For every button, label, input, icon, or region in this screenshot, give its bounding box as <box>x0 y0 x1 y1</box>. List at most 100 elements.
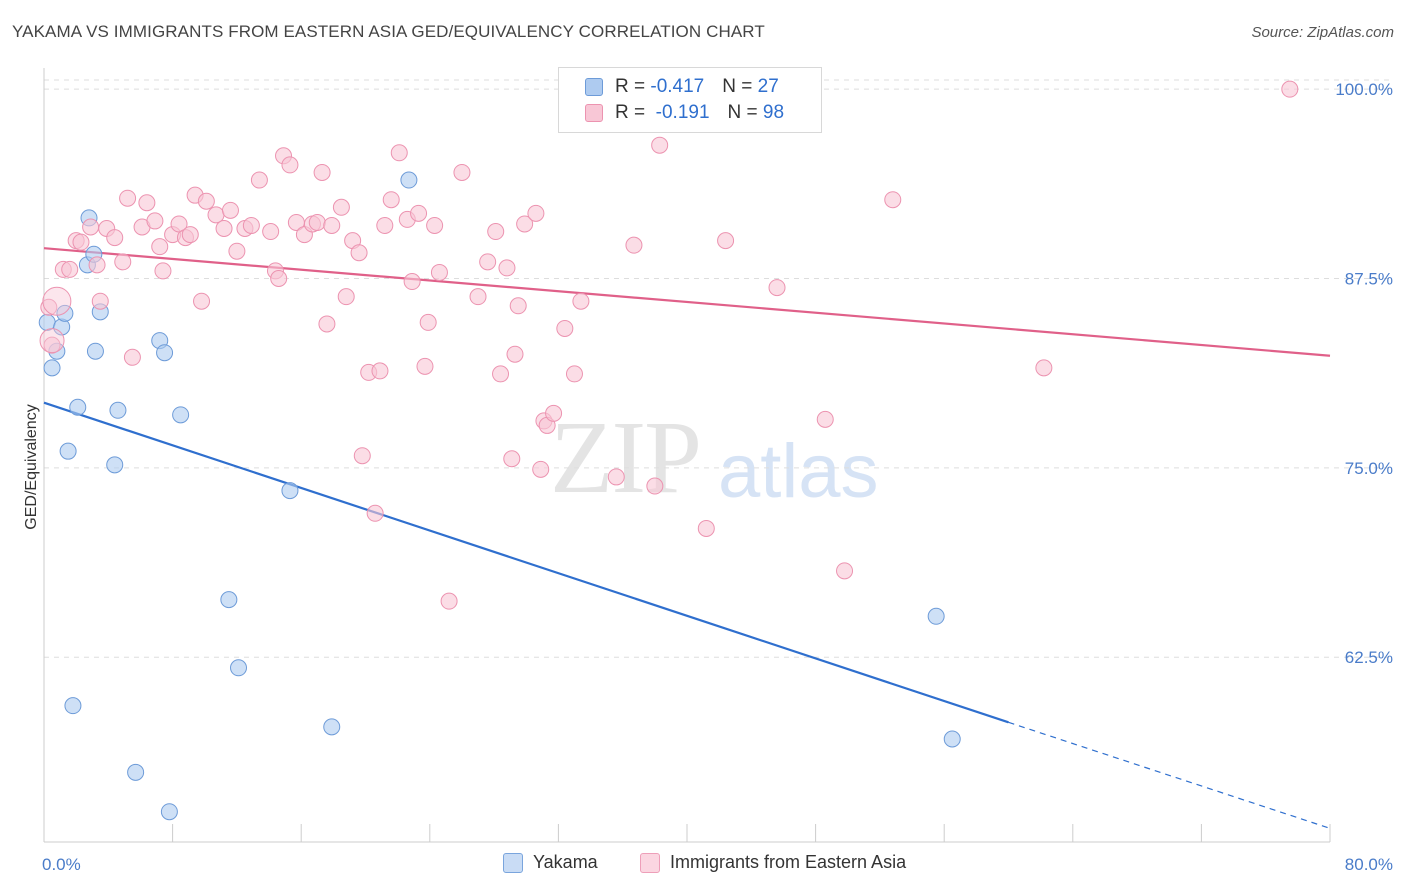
legend-r-label: R = <box>615 76 651 97</box>
legend-n-label: N = <box>722 76 758 97</box>
eastern-asia-point <box>197 192 215 210</box>
eastern-asia-point <box>556 319 574 337</box>
watermark-atlas: atlas <box>718 429 879 514</box>
yakama-point <box>43 359 61 377</box>
eastern-asia-point <box>181 226 199 244</box>
eastern-asia-point <box>193 292 211 310</box>
legend-swatch-pink <box>585 104 603 122</box>
eastern-asia-point <box>527 204 545 222</box>
eastern-asia-point <box>106 229 124 247</box>
y-tick-label: 87.5% <box>1345 269 1393 288</box>
data-points <box>38 80 1299 821</box>
eastern-asia-point <box>768 279 786 297</box>
eastern-asia-point <box>419 313 437 331</box>
eastern-asia-point <box>72 233 90 251</box>
eastern-asia-point <box>492 365 510 383</box>
tick-labels: 100.0% 87.5% 75.0% 62.5% 0.0% 80.0% <box>42 80 1393 874</box>
eastern-asia-point <box>403 273 421 291</box>
legend-r-label: R = <box>615 102 651 123</box>
eastern-asia-point <box>430 263 448 281</box>
eastern-asia-point <box>565 365 583 383</box>
legend-swatch-blue <box>585 78 603 96</box>
eastern-asia-point <box>607 468 625 486</box>
trend-lines <box>43 247 1331 829</box>
eastern-asia-point <box>332 198 350 216</box>
eastern-asia-point <box>382 191 400 209</box>
eastern-asia-point <box>250 171 268 189</box>
yakama-point <box>323 718 341 736</box>
source-label: Source: ZipAtlas.com <box>1251 24 1394 41</box>
eastern-asia-point <box>498 259 516 277</box>
eastern-asia-point <box>376 216 394 234</box>
watermark-zip: ZIP <box>550 400 702 515</box>
yakama-point <box>160 803 178 821</box>
eastern-asia-point <box>262 223 280 241</box>
yakama-point <box>59 442 77 460</box>
eastern-asia-point <box>88 256 106 274</box>
legend-r-value: -0.191 <box>650 102 710 123</box>
yakama-point <box>943 730 961 748</box>
yakama-point <box>156 344 174 362</box>
eastern-asia-point-large <box>42 286 72 316</box>
eastern-asia-point <box>123 348 141 366</box>
eastern-asia-point <box>366 504 384 522</box>
eastern-asia-point <box>697 519 715 537</box>
eastern-asia-point <box>353 447 371 465</box>
eastern-asia-point <box>270 269 288 287</box>
bottom-legend: Yakama Immigrants from Eastern Asia <box>0 852 1406 878</box>
eastern-asia-point <box>503 450 521 468</box>
yakama-point <box>281 482 299 500</box>
yakama-point <box>927 607 945 625</box>
yakama-trend-extension <box>1008 721 1331 829</box>
yakama-trend-line <box>43 401 1009 724</box>
eastern-asia-point <box>146 212 164 230</box>
eastern-asia-point <box>242 216 260 234</box>
x-tick-label: 0.0% <box>42 855 81 874</box>
legend-row-yakama: R = -0.417 N = 27 <box>585 75 779 99</box>
axes <box>43 68 1331 843</box>
eastern-asia-point <box>410 204 428 222</box>
eastern-asia-point <box>426 216 444 234</box>
eastern-asia-point <box>416 357 434 375</box>
eastern-asia-point <box>154 262 172 280</box>
yakama-point <box>220 591 238 609</box>
eastern-asia-point <box>308 213 326 231</box>
eastern-asia-point <box>572 292 590 310</box>
eastern-asia-point <box>215 220 233 238</box>
chart-title: YAKAMA VS IMMIGRANTS FROM EASTERN ASIA G… <box>12 22 765 41</box>
eastern-asia-point <box>545 404 563 422</box>
legend-n-value: 98 <box>762 102 785 123</box>
eastern-asia-point <box>170 215 188 233</box>
eastern-asia-point <box>40 298 58 316</box>
y-axis-title: GED/Equivalency <box>23 404 40 529</box>
eastern-asia-point <box>228 242 246 260</box>
yakama-point <box>230 659 248 677</box>
y-tick-label: 100.0% <box>1335 80 1393 99</box>
eastern-asia-point <box>82 218 100 236</box>
yakama-point <box>106 456 124 474</box>
eastern-asia-point <box>884 191 902 209</box>
eastern-asia-point <box>61 260 79 278</box>
eastern-asia-point <box>469 288 487 306</box>
y-tick-label: 62.5% <box>1345 648 1393 667</box>
yakama-point <box>400 171 418 189</box>
y-tick-label: 75.0% <box>1345 459 1393 478</box>
eastern-asia-point <box>151 238 169 256</box>
bottom-legend-swatch-pink <box>640 852 660 873</box>
yakama-point <box>172 406 190 424</box>
legend: R = -0.417 N = 27 R = -0.191 N = 98 <box>558 67 822 133</box>
eastern-asia-point <box>1281 80 1299 98</box>
eastern-asia-point <box>281 156 299 174</box>
eastern-asia-point <box>453 163 471 181</box>
eastern-asia-point <box>221 201 239 219</box>
yakama-point <box>56 304 74 322</box>
yakama-point <box>64 697 82 715</box>
eastern-asia-point <box>91 292 109 310</box>
legend-n-value: 27 <box>757 76 779 97</box>
eastern-asia-point <box>313 163 331 181</box>
legend-n-label: N = <box>727 102 763 123</box>
eastern-asia-point-large <box>39 328 65 354</box>
eastern-asia-trend-line <box>43 247 1331 357</box>
eastern-asia-point <box>114 253 132 271</box>
